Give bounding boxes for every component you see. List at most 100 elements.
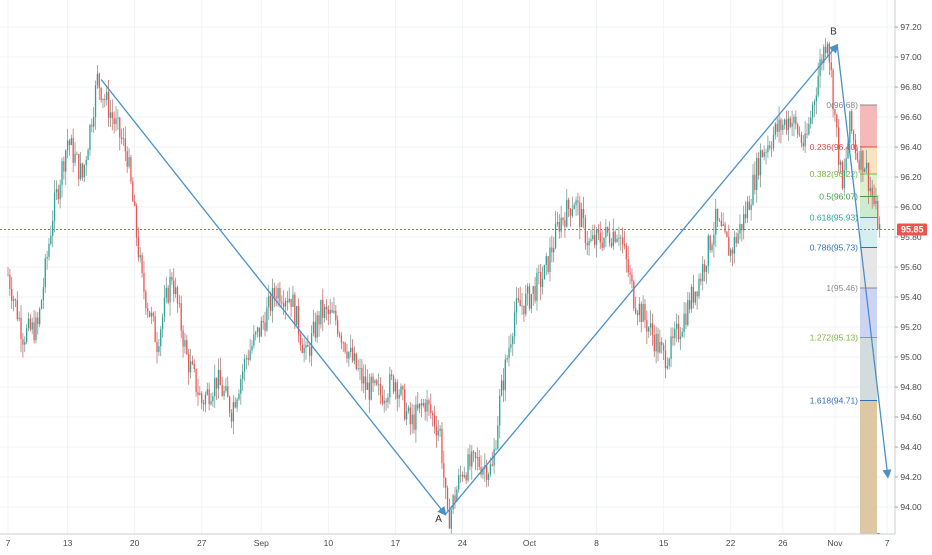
candle-body (769, 145, 771, 148)
candle-body (513, 312, 516, 337)
candle-body (508, 347, 510, 359)
candle-body (48, 243, 50, 257)
price-axis[interactable]: 93.8094.0094.2094.4094.6094.8095.0095.20… (894, 0, 932, 550)
candle-body (128, 157, 130, 167)
candle-body (374, 380, 376, 384)
candle-body (39, 308, 41, 325)
candle-body (234, 402, 236, 408)
candle-body (469, 454, 471, 467)
candle-body (487, 474, 490, 480)
candle-body (715, 208, 717, 235)
candle-body (383, 400, 385, 404)
candle-body (391, 374, 393, 377)
candle-body (675, 323, 678, 329)
candle-body (411, 414, 413, 425)
price-tick-label: 95.00 (900, 352, 922, 362)
candle-body (847, 142, 849, 159)
candle-body (586, 242, 588, 246)
candle-body (370, 376, 372, 400)
candle-body (865, 162, 868, 169)
candle-body (515, 298, 518, 313)
candle-body (618, 237, 620, 239)
abc-wave-leg[interactable] (100, 79, 447, 516)
candle-body (666, 365, 668, 369)
candle-body (271, 287, 274, 311)
candle-body (269, 295, 272, 311)
candle-body (351, 347, 354, 361)
candle-body (333, 310, 335, 313)
candle-body (716, 208, 719, 221)
candle-body (594, 235, 596, 245)
candle-body (219, 369, 221, 386)
candle-body (592, 235, 594, 240)
candle-body (299, 334, 302, 345)
candle-body (519, 299, 521, 307)
candle-body (78, 154, 80, 179)
abc-point-label: A (435, 514, 442, 525)
candle-body (558, 222, 560, 232)
candle-body (66, 140, 69, 151)
candle-body (690, 286, 693, 310)
candle-body (344, 342, 346, 352)
candle-body (202, 403, 205, 405)
candle-body (744, 214, 747, 219)
candle-body (361, 367, 363, 384)
abc-wave-leg[interactable] (836, 44, 892, 479)
price-tick-label: 97.20 (900, 22, 922, 32)
candle-body (292, 294, 294, 307)
candle-body (130, 157, 132, 182)
candle-body (433, 415, 436, 427)
candle-body (227, 386, 229, 398)
candle-body (538, 271, 540, 273)
candle-body (787, 118, 790, 131)
fib-retracement-levels[interactable]: 0(96.68) 0.236(96.40) 0.382(96.22) 0.5(96.0… (810, 100, 877, 406)
time-tick-label: 17 (391, 538, 401, 548)
fib-level-label: 0.236(96.40) (810, 142, 858, 152)
candle-body (620, 237, 622, 239)
candle-body (275, 296, 277, 299)
candle-body (322, 299, 324, 318)
candle-body (251, 345, 253, 351)
candle-body (702, 264, 704, 282)
candle-body (810, 117, 812, 124)
candle-body (310, 333, 313, 356)
candle-body (264, 322, 266, 331)
candle-body (312, 321, 315, 334)
candle-body (307, 344, 309, 347)
candle-body (260, 320, 262, 337)
candle-body (329, 309, 331, 315)
candle-body (268, 295, 270, 308)
candle-body (728, 236, 730, 256)
candle-body (756, 157, 758, 190)
candle-body (642, 304, 644, 322)
candle-body (653, 335, 655, 352)
candle-body (504, 359, 506, 391)
candle-body (580, 209, 583, 228)
candle-body (774, 123, 777, 135)
candle-body (588, 241, 590, 246)
candle-body (808, 123, 810, 135)
candle-body (562, 217, 564, 221)
candle-body (350, 347, 352, 353)
candle-body (240, 379, 242, 394)
candle-body (44, 258, 46, 288)
candle-body (94, 85, 97, 118)
time-axis[interactable]: 7 13 20 27 Sep 10 17 24 Oct 8 15 22 26 Nov 7 (0, 533, 932, 550)
candle-body (160, 329, 162, 347)
abc-wave-leg[interactable] (444, 43, 839, 515)
candle-body (173, 280, 175, 295)
candle-body (119, 117, 121, 138)
candle-body (243, 358, 246, 372)
candle-body (571, 209, 573, 216)
candle-body (85, 159, 87, 166)
candle-body (458, 475, 460, 490)
candle-body (70, 138, 72, 146)
candle-body (595, 229, 598, 245)
candle-body (236, 399, 238, 408)
candle-body (74, 153, 76, 163)
candle-body (284, 300, 287, 307)
candle-body (301, 344, 303, 353)
candle-body (461, 474, 464, 477)
